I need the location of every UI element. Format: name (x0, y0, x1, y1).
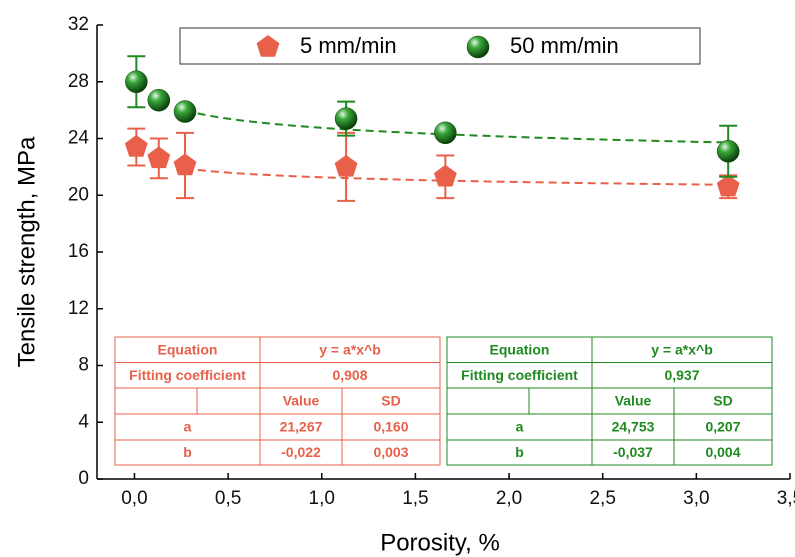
table-cell: -0,037 (613, 444, 653, 460)
x-tick-label: 0,0 (121, 488, 147, 509)
marker (147, 88, 171, 112)
table-cell: Equation (158, 341, 218, 357)
table-cell: 0,908 (332, 367, 367, 383)
table-cell: 24,753 (612, 419, 655, 435)
table-cell: 0,937 (664, 367, 699, 383)
table-cell: a (184, 419, 192, 435)
x-tick-label: 3,0 (683, 488, 709, 509)
table-cell: 0,160 (373, 419, 408, 435)
y-axis-label: Tensile strength, MPa (13, 136, 40, 367)
marker (125, 70, 148, 93)
table-cell: SD (381, 393, 400, 409)
marker (716, 174, 740, 197)
table-cell: 0,003 (373, 444, 408, 460)
y-tick-label: 8 (78, 355, 89, 376)
fit-table (114, 336, 441, 466)
marker (434, 164, 457, 187)
marker (716, 140, 740, 163)
x-tick-label: 1,0 (309, 488, 335, 509)
x-axis-label: Porosity, % (380, 529, 500, 556)
table-cell: Equation (490, 341, 550, 357)
legend-label: 50 mm/min (510, 33, 619, 58)
y-tick-label: 4 (78, 411, 89, 432)
x-tick-label: 3,5 (777, 488, 795, 509)
y-tick-label: 20 (68, 184, 89, 205)
table-cell: Value (615, 393, 652, 409)
marker (434, 121, 457, 145)
x-tick-label: 0,5 (215, 488, 241, 509)
table-cell: a (516, 419, 524, 435)
x-tick-label: 2,0 (496, 488, 522, 509)
table-cell: y = a*x^b (651, 341, 713, 357)
fit-table (446, 336, 773, 466)
legend-marker (466, 35, 490, 59)
table-cell: 0,004 (705, 444, 740, 460)
table-cell: b (183, 444, 192, 460)
table-cell: -0,022 (281, 444, 321, 460)
table-cell: y = a*x^b (319, 341, 381, 357)
table-cell: Value (283, 393, 320, 409)
x-tick-label: 1,5 (402, 488, 428, 509)
y-tick-label: 32 (68, 14, 89, 35)
fit-curve (184, 109, 729, 144)
fit-curve (184, 167, 729, 186)
table-cell: Fitting coefficient (129, 367, 246, 383)
marker (334, 107, 358, 130)
y-tick-label: 24 (68, 128, 90, 149)
table-cell: 0,207 (705, 419, 740, 435)
marker (334, 154, 358, 177)
y-tick-label: 28 (68, 71, 89, 92)
marker (147, 146, 171, 169)
x-tick-label: 2,5 (589, 488, 615, 509)
marker (173, 100, 197, 123)
y-tick-label: 12 (68, 298, 89, 319)
legend-marker (256, 35, 280, 57)
table-cell: Fitting coefficient (461, 367, 578, 383)
table-cell: 21,267 (280, 419, 323, 435)
marker (124, 135, 148, 157)
table-cell: b (515, 444, 524, 460)
marker (173, 153, 197, 176)
legend-label: 5 mm/min (300, 33, 397, 58)
y-tick-label: 0 (78, 468, 89, 489)
table-cell: SD (713, 393, 732, 409)
y-tick-label: 16 (68, 241, 89, 262)
